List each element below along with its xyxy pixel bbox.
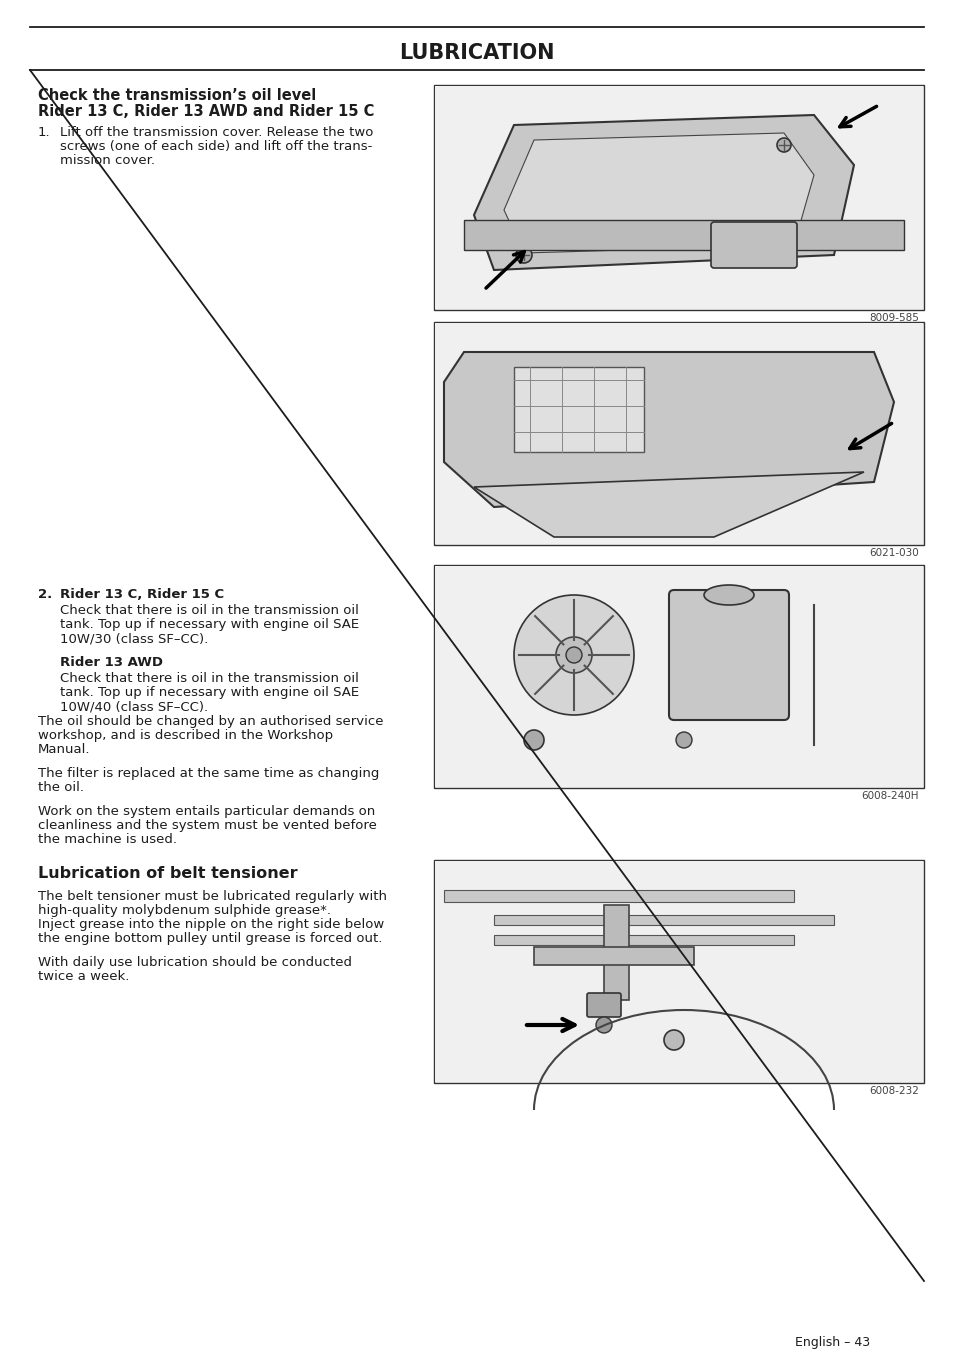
Bar	[434, 565, 923, 788]
FancyBboxPatch shape	[710, 222, 796, 267]
Circle shape	[565, 647, 581, 663]
Text: Lubrication of belt tensioner: Lubrication of belt tensioner	[38, 866, 297, 881]
Circle shape	[514, 594, 634, 715]
Text: Work on the system entails particular demands on: Work on the system entails particular de…	[38, 805, 375, 817]
Circle shape	[556, 638, 592, 673]
Bar	[435, 86, 923, 309]
Polygon shape	[474, 115, 853, 270]
Bar	[514, 367, 643, 453]
FancyBboxPatch shape	[668, 590, 788, 720]
Text: high-quality molybdenum sulphide grease*.: high-quality molybdenum sulphide grease*…	[38, 904, 331, 917]
Text: the oil.: the oil.	[38, 781, 84, 794]
Text: With daily use lubrication should be conducted: With daily use lubrication should be con…	[38, 957, 352, 969]
Text: tank. Top up if necessary with engine oil SAE: tank. Top up if necessary with engine oi…	[60, 617, 358, 631]
Text: tank. Top up if necessary with engine oil SAE: tank. Top up if necessary with engine oi…	[60, 686, 358, 698]
Polygon shape	[474, 471, 863, 536]
Text: 10W/40 (class SF–CC).: 10W/40 (class SF–CC).	[60, 700, 208, 713]
Text: 6021-030: 6021-030	[868, 549, 918, 558]
Text: screws (one of each side) and lift off the trans-: screws (one of each side) and lift off t…	[60, 141, 372, 153]
Text: workshop, and is described in the Workshop: workshop, and is described in the Worksh…	[38, 730, 333, 742]
Circle shape	[516, 247, 532, 263]
Text: LUBRICATION: LUBRICATION	[399, 43, 554, 63]
Bar	[443, 890, 793, 902]
Text: The belt tensioner must be lubricated regularly with: The belt tensioner must be lubricated re…	[38, 890, 387, 902]
Text: the engine bottom pulley until grease is forced out.: the engine bottom pulley until grease is…	[38, 932, 382, 944]
FancyBboxPatch shape	[586, 993, 620, 1017]
Bar	[435, 861, 923, 1082]
Text: Check that there is oil in the transmission oil: Check that there is oil in the transmiss…	[60, 604, 358, 617]
Text: twice a week.: twice a week.	[38, 970, 130, 984]
Text: Check the transmission’s oil level: Check the transmission’s oil level	[38, 88, 315, 103]
Text: Rider 13 AWD: Rider 13 AWD	[60, 657, 163, 669]
Bar	[435, 323, 923, 544]
Bar	[434, 85, 923, 309]
Circle shape	[776, 138, 790, 153]
Bar	[434, 861, 923, 1084]
Circle shape	[523, 730, 543, 750]
Text: 8009-585: 8009-585	[868, 313, 918, 323]
Text: 6008-232: 6008-232	[868, 1086, 918, 1096]
Text: Rider 13 C, Rider 15 C: Rider 13 C, Rider 15 C	[60, 588, 224, 601]
Bar	[494, 935, 793, 944]
Circle shape	[676, 732, 691, 748]
Circle shape	[596, 1017, 612, 1034]
Text: Rider 13 C, Rider 13 AWD and Rider 15 C: Rider 13 C, Rider 13 AWD and Rider 15 C	[38, 104, 374, 119]
Bar	[603, 905, 628, 1000]
Text: 1.: 1.	[38, 126, 51, 139]
Text: Check that there is oil in the transmission oil: Check that there is oil in the transmiss…	[60, 671, 358, 685]
Ellipse shape	[703, 585, 753, 605]
Text: English – 43: English – 43	[794, 1336, 869, 1350]
Bar	[434, 322, 923, 544]
Text: 2.: 2.	[38, 588, 52, 601]
Text: Lift off the transmission cover. Release the two: Lift off the transmission cover. Release…	[60, 126, 373, 139]
Polygon shape	[443, 353, 893, 507]
Bar	[435, 566, 923, 788]
Polygon shape	[503, 132, 813, 253]
Text: The filter is replaced at the same time as changing: The filter is replaced at the same time …	[38, 767, 379, 780]
Text: Manual.: Manual.	[38, 743, 91, 757]
Text: 6008-240H: 6008-240H	[861, 790, 918, 801]
Bar	[494, 915, 833, 925]
Text: 10W/30 (class SF–CC).: 10W/30 (class SF–CC).	[60, 632, 208, 644]
Text: The oil should be changed by an authorised service: The oil should be changed by an authoris…	[38, 715, 383, 728]
Bar	[463, 220, 903, 250]
Text: mission cover.: mission cover.	[60, 154, 154, 168]
Bar	[534, 947, 693, 965]
Text: the machine is used.: the machine is used.	[38, 834, 177, 846]
Text: Inject grease into the nipple on the right side below: Inject grease into the nipple on the rig…	[38, 917, 384, 931]
Circle shape	[663, 1029, 683, 1050]
Text: cleanliness and the system must be vented before: cleanliness and the system must be vente…	[38, 819, 376, 832]
